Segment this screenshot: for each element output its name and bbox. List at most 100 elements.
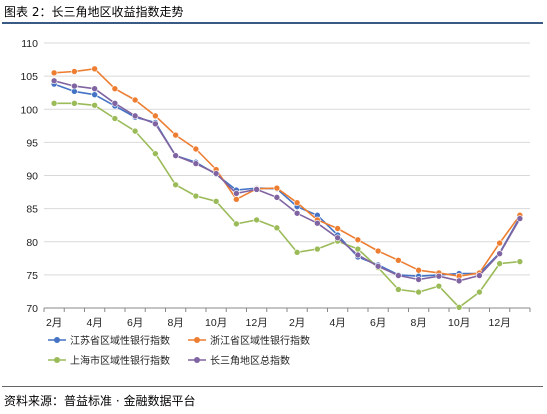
data-point [192, 160, 200, 167]
x-tick-label: 10月 [205, 317, 227, 329]
data-point [111, 99, 119, 107]
y-tick-label: 105 [20, 71, 38, 83]
source-note: 资料来源：普益标准 · 金融数据平台 [4, 394, 196, 408]
data-point [152, 150, 159, 157]
data-point [233, 196, 240, 203]
y-tick-label: 95 [26, 137, 38, 149]
data-point [273, 224, 281, 232]
series-line [53, 83, 521, 278]
data-point [50, 69, 58, 77]
data-point [354, 251, 362, 259]
data-point [91, 85, 98, 93]
x-tick-label: 12月 [489, 317, 511, 329]
y-tick-label: 100 [20, 104, 38, 116]
title-rule [2, 22, 543, 24]
x-tick-label: 6月 [370, 317, 386, 329]
data-point [253, 186, 260, 193]
data-point [192, 145, 200, 153]
data-point [455, 277, 463, 285]
x-tick-label: 8月 [410, 317, 426, 329]
data-point [496, 239, 503, 247]
series-line [53, 80, 521, 282]
gridlines [44, 42, 530, 276]
data-point [91, 65, 98, 73]
y-tick-label: 70 [26, 303, 38, 315]
x-tick-label: 8月 [167, 317, 183, 329]
data-point [111, 115, 119, 122]
data-point [395, 256, 402, 264]
data-point [212, 170, 220, 177]
data-point [71, 82, 78, 90]
legend-marker [194, 357, 200, 363]
x-tick-label: 2月 [46, 317, 62, 329]
data-point [314, 245, 321, 253]
data-point [354, 236, 362, 244]
data-point [395, 286, 402, 293]
series-line [54, 68, 521, 278]
data-point [50, 77, 58, 85]
data-point [415, 266, 422, 274]
data-point [415, 288, 422, 296]
data-point [152, 120, 159, 128]
data-point [212, 198, 220, 205]
legend-label: 浙江省区域性银行指数 [210, 334, 310, 347]
x-tick-label: 6月 [127, 317, 143, 329]
series-layer [50, 65, 524, 311]
data-point [435, 282, 443, 290]
data-point [334, 234, 341, 242]
data-point [152, 112, 159, 120]
y-tick-label: 110 [21, 38, 38, 50]
data-point [50, 99, 58, 107]
data-point [253, 216, 260, 224]
data-point [172, 131, 179, 139]
x-tick-label: 12月 [246, 317, 268, 329]
x-tick-label: 4月 [86, 317, 102, 329]
series-line [54, 102, 520, 309]
source-rule [2, 386, 543, 387]
data-point [273, 194, 281, 201]
x-axis: 2月 4月 6月 8月 10月 12月 2月 4月 6月 8月 10月 12月 [43, 307, 531, 329]
data-point [233, 220, 240, 228]
legend-label: 江苏省区域性银行指数 [70, 334, 170, 347]
data-point [233, 190, 240, 197]
data-point [111, 85, 119, 93]
data-point [354, 245, 362, 253]
data-point [192, 192, 200, 200]
x-tick-label: 10月 [448, 317, 470, 329]
data-point [476, 288, 483, 296]
legend-marker [54, 337, 60, 343]
legend-marker [54, 357, 60, 363]
data-point [496, 250, 503, 257]
y-axis: 70 75 80 85 90 95 100 105 110 [20, 38, 38, 315]
data-point [516, 258, 524, 265]
y-tick-label: 90 [26, 171, 38, 183]
data-point [516, 215, 524, 222]
data-point [131, 112, 139, 120]
data-point [71, 99, 78, 107]
legend-marker [194, 337, 200, 343]
data-point [91, 101, 98, 109]
data-point [131, 127, 139, 135]
data-point [374, 247, 382, 255]
x-tick-label: 2月 [289, 317, 305, 329]
legend-label: 长三角地区总指数 [210, 354, 290, 367]
data-point [395, 272, 402, 279]
y-tick-label: 80 [26, 237, 38, 249]
data-point [415, 276, 422, 283]
data-point [435, 272, 443, 280]
data-point [334, 225, 341, 232]
data-point [293, 249, 301, 256]
y-tick-label: 85 [26, 204, 38, 216]
data-point [314, 219, 321, 227]
legend-label: 上海市区域性银行指数 [70, 354, 170, 367]
data-point [172, 152, 179, 159]
data-point [374, 262, 382, 270]
data-point [293, 199, 301, 206]
data-point [273, 184, 281, 192]
x-tick-label: 4月 [329, 317, 345, 329]
data-point [91, 91, 98, 98]
data-point [293, 209, 301, 217]
data-point [496, 260, 503, 267]
